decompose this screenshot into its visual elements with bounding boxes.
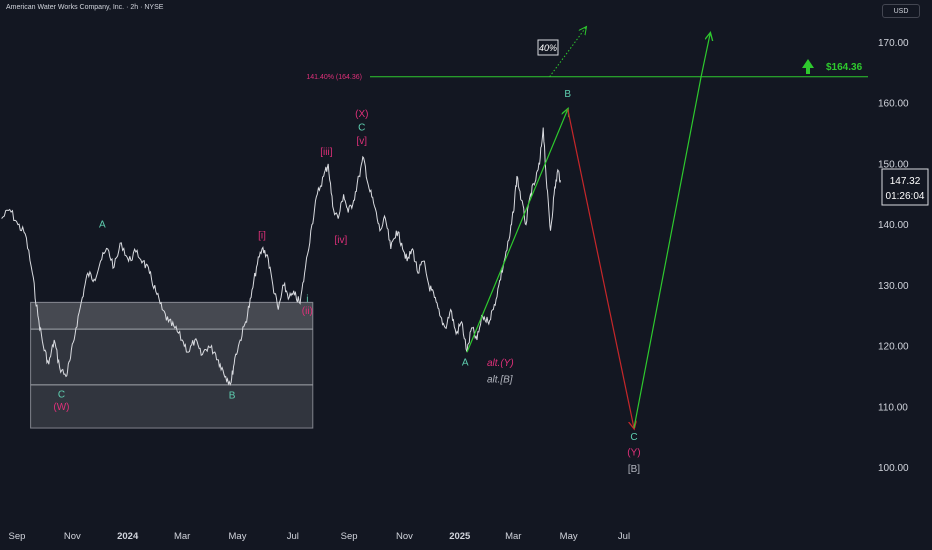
x-tick-label: Sep [9,531,26,542]
wave-label: (X) [355,109,368,120]
x-tick-label: Nov [396,531,413,542]
wave-label: C [58,390,65,401]
y-tick-label: 140.00 [878,220,909,231]
x-tick-label: 2024 [117,531,139,542]
last-price-value: 147.32 [890,176,921,187]
x-tick-label: 2025 [449,531,471,542]
x-tick-label: Mar [505,531,521,542]
x-tick-label: Sep [341,531,358,542]
x-tick-label: Jul [618,531,630,542]
wave-label: [iii] [320,147,332,158]
last-price-tag: 147.32 01:26:04 [881,168,929,206]
y-tick-label: 130.00 [878,281,909,292]
y-axis: 170.00 160.00 150.00 140.00 130.00 120.00 110.… [878,38,909,474]
wave-label: (ii) [302,306,313,317]
wave-labels: AC(W)B[i]i(ii)[iii][iv](X)C[v]A alt.(Y)al… [53,89,640,475]
up-arrow-icon [802,59,814,74]
wave-label: (W) [53,402,69,413]
fib-level-label: 141.40% (164.36) [306,74,362,81]
wave-label: [v] [357,136,368,147]
chart-title: American Water Works Company, Inc. · 2h … [6,4,164,11]
wave-label: B [229,390,236,401]
target-marker: $164.36 [802,59,863,74]
y-tick-label: 170.00 [878,38,909,49]
countdown-timer: 01:26:04 [886,191,925,202]
x-tick-label: Jul [287,531,299,542]
y-tick-label: 120.00 [878,342,909,353]
wave-label: C [358,123,365,134]
projection-decline-arrow [567,109,634,428]
x-tick-label: Nov [64,531,81,542]
y-tick-label: 160.00 [878,99,909,110]
projection-rally-arrow [633,33,710,429]
wave-label: C [630,432,637,443]
y-tick-label: 100.00 [878,463,909,474]
wave-label: [B] [628,464,640,475]
x-tick-label: Mar [174,531,190,542]
alt-probability-label: 40% [539,43,557,53]
x-tick-label: May [560,531,578,542]
wave-label: B [564,89,571,100]
x-axis: Sep Nov 2024 Mar May Jul Sep Nov 2025 Mar May Jul [9,531,631,542]
wave-label: alt.(Y) [487,358,514,369]
projection-impulse-arrow [466,109,568,353]
wave-label: i [306,294,308,305]
x-tick-label: May [229,531,247,542]
target-price-label: $164.36 [826,62,863,73]
price-series-line [1,127,561,386]
wave-label: [i] [258,231,266,242]
y-tick-label: 110.00 [878,402,908,413]
wave-label: A [462,358,469,369]
wave-label: (Y) [627,447,640,458]
currency-selector[interactable]: USD [882,4,920,18]
alt-probability-box: 40% [537,39,559,56]
y-tick-label: 150.00 [878,159,909,170]
range-box [30,301,314,429]
wave-label: A [99,220,106,231]
wave-label: alt.[B] [487,375,513,386]
wave-label: [iv] [335,235,348,246]
